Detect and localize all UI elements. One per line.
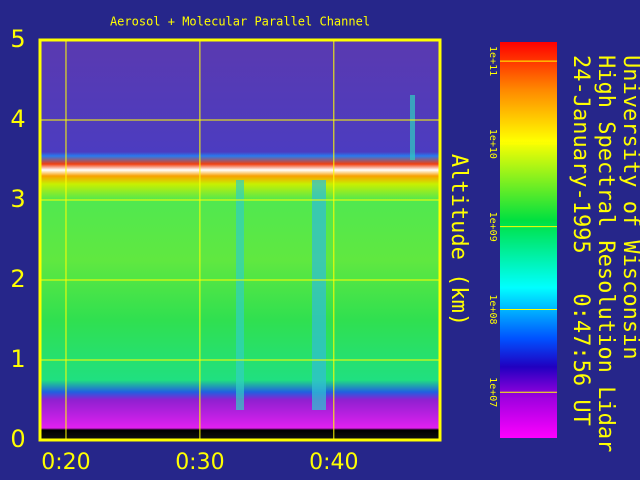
side-text: High Spectral Resolution Lidar [593,55,618,452]
colorbar-tick-label: 1e+09 [487,212,498,242]
colorbar-tick-label: 1e+07 [487,377,498,407]
streak [236,180,244,410]
y-tick-label: 0 [10,425,25,453]
colorbar-tick-label: 1e+08 [487,294,498,324]
colorbar-tick-label: 1e+10 [487,129,498,159]
y-tick-label: 5 [10,25,25,53]
x-tick-label: 0:30 [175,450,224,475]
streak [312,180,326,410]
streak [410,95,415,160]
y-tick-label: 3 [10,185,25,213]
x-tick-label: 0:40 [309,450,358,475]
side-text: 24-January-1995 0:47:56 UT [568,55,593,426]
y-tick-label: 4 [10,105,25,133]
colorbar [500,42,557,438]
side-text: University of Wisconsin [618,55,640,360]
chart-title: Aerosol + Molecular Parallel Channel [110,15,370,29]
y-tick-label: 2 [10,265,25,293]
y-tick-label: 1 [10,345,25,373]
x-tick-label: 0:20 [41,450,90,475]
heatmap-image [40,40,440,440]
y-axis-label: Altitude (km) [446,154,471,326]
colorbar-tick-label: 1e+11 [487,46,498,76]
